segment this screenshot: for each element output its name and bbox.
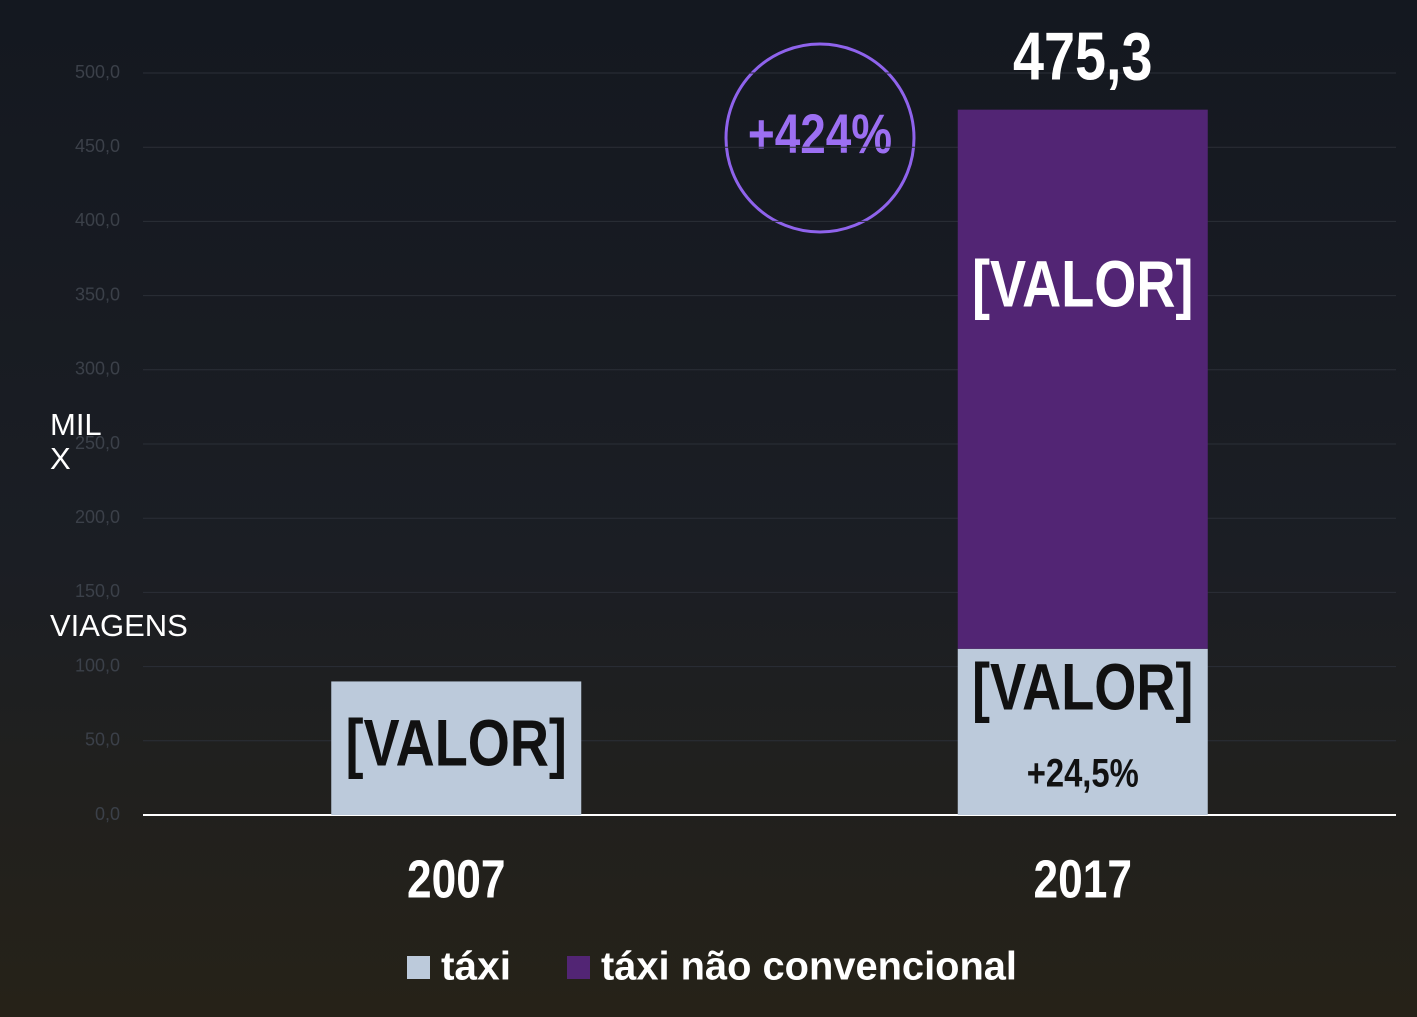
legend-label: táxi — [441, 945, 511, 989]
growth-annotation: +424% — [748, 102, 892, 164]
x-tick-label: 2017 — [1034, 849, 1132, 909]
legend-swatch — [407, 956, 430, 979]
y-tick-label: 350,0 — [75, 284, 120, 304]
y-tick-label: 150,0 — [75, 581, 120, 601]
y-tick-label: 100,0 — [75, 655, 120, 675]
value-label: [VALOR] — [346, 706, 567, 780]
legend-swatch — [567, 956, 590, 979]
chart: +424% 0,050,0100,0150,0200,0250,0300,035… — [0, 0, 1417, 1017]
y-tick-label: 400,0 — [75, 210, 120, 230]
total-label: 475,3 — [1013, 19, 1153, 94]
value-label: [VALOR] — [972, 649, 1193, 723]
y-tick-label: 500,0 — [75, 62, 120, 82]
growth-annotation: +24,5% — [1027, 750, 1139, 795]
y-tick-label: 300,0 — [75, 359, 120, 379]
bar-segment — [958, 110, 1208, 649]
y-tick-label: 200,0 — [75, 507, 120, 527]
page: +424% 0,050,0100,0150,0200,0250,0300,035… — [0, 0, 1417, 1017]
y-axis-label: X — [50, 441, 71, 476]
y-axis-label: VIAGENS — [50, 608, 188, 643]
legend-label: táxi não convencional — [601, 945, 1017, 989]
y-tick-label: 50,0 — [85, 730, 120, 750]
x-tick-label: 2007 — [407, 849, 505, 909]
y-axis-label: MIL — [50, 407, 102, 442]
value-label: [VALOR] — [972, 247, 1193, 321]
y-tick-label: 0,0 — [95, 804, 120, 824]
y-tick-label: 450,0 — [75, 136, 120, 156]
